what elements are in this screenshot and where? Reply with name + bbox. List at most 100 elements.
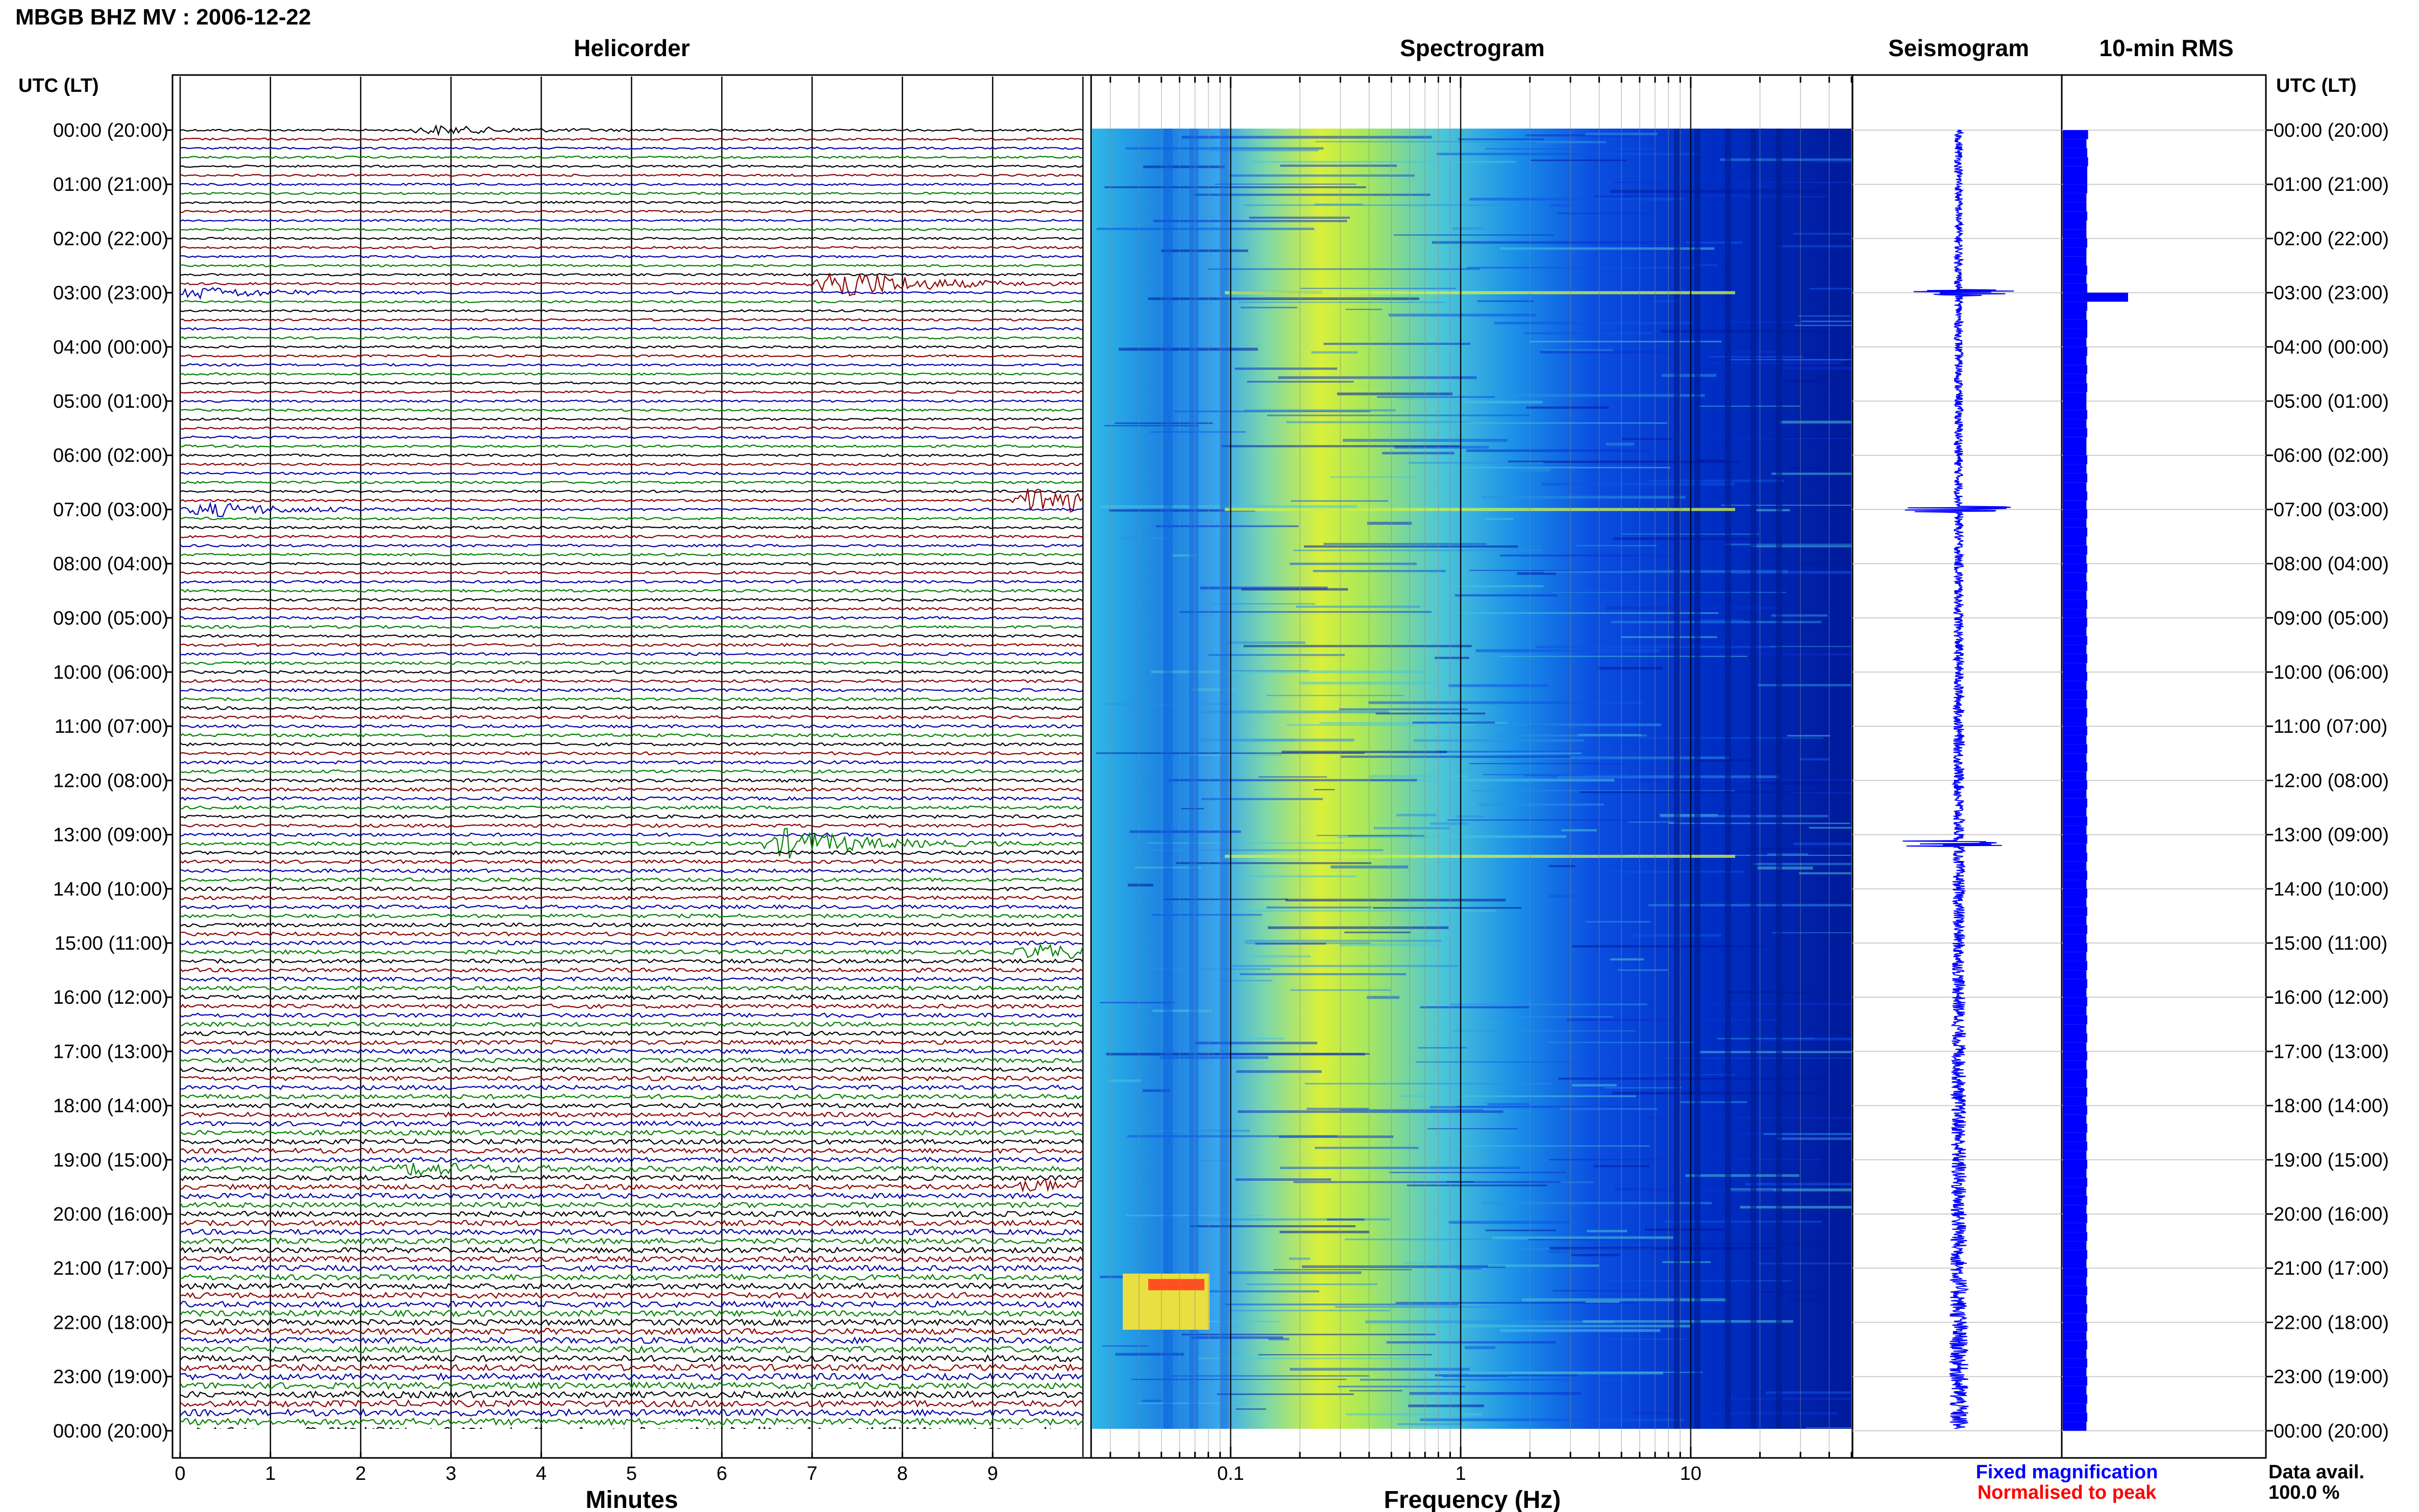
spectrogram-streak <box>1159 1056 1269 1059</box>
spectrogram-streak <box>1526 406 1609 409</box>
spectrogram-streak <box>1152 913 1262 916</box>
rms-bar <box>2063 762 2087 772</box>
rms-bar <box>2063 663 2087 672</box>
rms-bar <box>2063 148 2087 158</box>
spectrogram-streak <box>1437 153 1701 156</box>
spectrogram-streak <box>1368 701 1643 704</box>
spectrogram-streak <box>1143 165 1225 168</box>
rms-bar <box>2063 1358 2087 1368</box>
spectrogram-streak <box>1757 866 1813 870</box>
rms-bar <box>2063 1078 2087 1088</box>
helicorder-trace <box>196 1426 1083 1429</box>
spectrogram-streak <box>1412 721 1495 724</box>
spectrogram-streak <box>1225 641 1306 644</box>
spectrogram-streak <box>1779 420 1852 424</box>
spectrogram-streak <box>1698 405 1800 407</box>
hour-label-left: 19:00 (15:00) <box>53 1150 168 1171</box>
rms-bar <box>2063 582 2087 591</box>
spectrogram-streak <box>1776 1137 1852 1141</box>
helicorder-trace <box>180 408 1083 412</box>
spectrogram-streak <box>1771 473 1852 475</box>
helicorder-trace <box>180 1039 1083 1046</box>
spectrogram-streak <box>1740 1206 1852 1209</box>
helicorder-trace <box>180 1048 1083 1055</box>
helicorder-trace <box>180 652 1083 656</box>
spectrogram-streak <box>1118 348 1258 351</box>
spectrogram-streak <box>1397 398 1469 400</box>
helicorder-trace <box>180 218 1083 222</box>
rms-bar <box>2063 437 2087 447</box>
spectrogram-streak <box>1168 779 1417 782</box>
spectrogram-streak <box>1238 1110 1503 1113</box>
spectrogram-streak <box>1503 394 1705 397</box>
spectrogram-streak <box>1468 1371 1663 1375</box>
rms-bar <box>2063 455 2087 464</box>
helicorder-trace <box>180 1075 1083 1082</box>
hour-label-left: 11:00 (07:00) <box>55 716 168 737</box>
rms-bar <box>2063 753 2087 762</box>
rms-bar <box>2063 681 2087 690</box>
helicorder-trace <box>180 1318 1083 1327</box>
spectrogram-streak <box>1790 466 1852 468</box>
helicorder-trace <box>180 146 1083 150</box>
spectrogram-streak <box>1724 1397 1852 1401</box>
spectrogram-streak <box>1454 612 1719 614</box>
helicorder-trace <box>180 1129 1083 1136</box>
helicorder-trace <box>180 1264 1083 1272</box>
helicorder-trace <box>180 201 1083 204</box>
helicorder-trace <box>180 1003 1083 1009</box>
spectrogram-streak <box>1524 775 1643 777</box>
spectrogram-streak <box>1525 134 1712 137</box>
spectrogram-streak <box>1268 926 1449 929</box>
spectrogram-streak <box>1720 158 1852 161</box>
spectrogram-streak <box>1481 1202 1712 1204</box>
spectrogram-streak <box>1293 550 1542 552</box>
helicorder-trace <box>180 372 1083 376</box>
rms-bar <box>2063 997 2087 1006</box>
helicorder-trace <box>180 868 1083 874</box>
spectrogram-streak <box>1200 1159 1229 1161</box>
helicorder-trace <box>180 501 1083 517</box>
helicorder-trace <box>180 137 1083 141</box>
spectrogram-streak <box>1793 842 1852 846</box>
rms-bar <box>2063 238 2087 248</box>
spectrogram-streak <box>1339 708 1468 711</box>
spectrogram-streak <box>1558 1077 1830 1080</box>
rms-bar <box>2063 1286 2087 1296</box>
spectrogram-streak <box>1435 657 1469 659</box>
spectrogram-streak <box>1337 392 1453 395</box>
spectrogram-streak <box>1506 468 1551 472</box>
rms-bar <box>2063 446 2087 456</box>
spectrogram-streak <box>1549 895 1577 898</box>
spectrogram-streak <box>1280 164 1397 167</box>
helicorder-trace <box>180 832 1083 837</box>
spectrogram-streak <box>1466 449 1651 452</box>
rms-bar <box>2063 988 2087 998</box>
spectrogram-streak <box>1448 1221 1571 1224</box>
rms-bar <box>2063 346 2087 356</box>
spectrogram-streak <box>1151 670 1425 674</box>
spectrogram-streak <box>1280 1167 1520 1169</box>
spectrogram-streak <box>1235 367 1338 370</box>
rms-bar <box>2063 1277 2087 1286</box>
spectrogram-streak <box>1228 1309 1391 1311</box>
seismogram-panel <box>1852 74 2063 1459</box>
spectrogram-streak <box>1498 656 1747 657</box>
spectrogram-streak <box>1360 1378 1626 1381</box>
spectrogram-streak <box>1587 1230 1627 1232</box>
hour-label-right: 09:00 (05:00) <box>2274 608 2389 629</box>
spectrogram-streak <box>1660 814 1829 817</box>
rms-bar <box>2063 356 2087 365</box>
spectrogram-streak <box>1337 835 1567 838</box>
helicorder-trace <box>180 742 1083 747</box>
hour-label-right: 18:00 (14:00) <box>2274 1096 2389 1117</box>
helicorder-trace <box>180 943 1084 959</box>
rms-bar <box>2063 229 2087 239</box>
spectrogram-streak <box>1721 505 1852 506</box>
rms-bar <box>2063 844 2087 853</box>
spectrogram-streak <box>1369 775 1468 778</box>
spectrogram-streak <box>1465 1346 1496 1349</box>
minute-tick-label: 7 <box>807 1463 818 1484</box>
spectrogram-streak <box>1470 790 1735 791</box>
hour-labels-left: 00:00 (20:00) 01:00 (21:00) 02:00 (22:00) 0… <box>53 120 172 1442</box>
